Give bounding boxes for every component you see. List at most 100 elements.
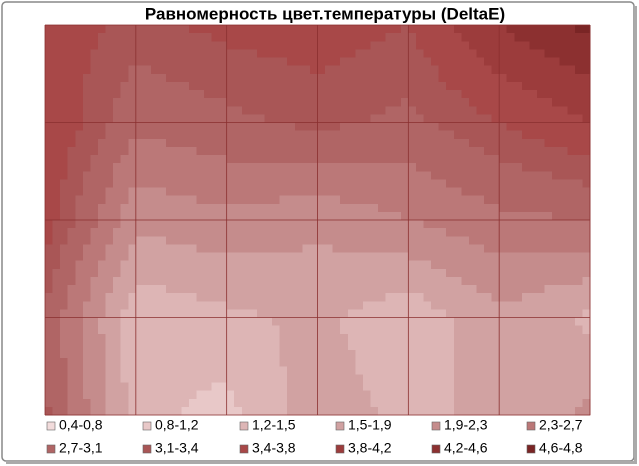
contour-cell bbox=[355, 138, 364, 148]
contour-cell bbox=[559, 187, 568, 197]
contour-cell bbox=[302, 276, 311, 286]
contour-cell bbox=[143, 260, 152, 270]
contour-cell bbox=[309, 260, 318, 270]
contour-cell bbox=[272, 57, 281, 67]
contour-cell bbox=[188, 195, 197, 205]
contour-cell bbox=[325, 187, 334, 197]
contour-cell bbox=[135, 220, 144, 229]
contour-cell bbox=[499, 252, 508, 262]
contour-cell bbox=[385, 138, 394, 148]
contour-cell bbox=[241, 374, 250, 383]
contour-cell bbox=[302, 211, 311, 221]
contour-cell bbox=[60, 57, 69, 67]
contour-cell bbox=[484, 122, 492, 132]
contour-cell bbox=[370, 49, 379, 58]
contour-cell bbox=[408, 293, 417, 302]
contour-cell bbox=[105, 366, 114, 375]
contour-cell bbox=[113, 138, 122, 148]
contour-cell bbox=[574, 25, 583, 34]
contour-cell bbox=[537, 41, 545, 50]
contour-cell bbox=[226, 171, 235, 180]
contour-cell bbox=[514, 309, 523, 318]
contour-cell bbox=[188, 203, 197, 213]
contour-cell bbox=[67, 333, 76, 343]
contour-cell bbox=[362, 390, 371, 400]
contour-cell bbox=[506, 73, 515, 83]
contour-cell bbox=[332, 260, 341, 270]
contour-cell bbox=[521, 244, 530, 253]
contour-cell bbox=[234, 358, 243, 367]
contour-cell bbox=[355, 57, 364, 67]
contour-cell bbox=[378, 350, 387, 359]
contour-cell bbox=[234, 366, 243, 375]
contour-cell bbox=[234, 203, 243, 213]
contour-cell bbox=[120, 268, 129, 278]
contour-cell bbox=[582, 171, 591, 180]
contour-cell bbox=[431, 211, 440, 221]
contour-cell bbox=[347, 195, 356, 205]
contour-cell bbox=[499, 333, 508, 343]
contour-cell bbox=[461, 358, 470, 367]
contour-cell bbox=[476, 374, 485, 383]
contour-cell bbox=[385, 317, 394, 327]
contour-cell bbox=[332, 268, 341, 278]
contour-cell bbox=[173, 106, 182, 115]
contour-cell bbox=[415, 98, 424, 107]
contour-cell bbox=[166, 98, 175, 107]
contour-cell bbox=[347, 81, 356, 91]
contour-cell bbox=[219, 73, 228, 83]
contour-cell bbox=[173, 341, 182, 351]
contour-cell bbox=[453, 90, 462, 99]
contour-cell bbox=[196, 358, 205, 367]
contour-cell bbox=[544, 301, 553, 310]
contour-cell bbox=[552, 106, 561, 115]
shadow bbox=[6, 461, 637, 464]
contour-cell bbox=[82, 260, 91, 270]
contour-cell bbox=[491, 57, 500, 67]
contour-cell bbox=[415, 187, 424, 197]
contour-cell bbox=[529, 333, 538, 343]
contour-cell bbox=[45, 155, 53, 164]
contour-cell bbox=[135, 276, 144, 286]
contour-cell bbox=[559, 130, 568, 140]
contour-cell bbox=[408, 390, 417, 400]
contour-cell bbox=[332, 276, 341, 286]
contour-cell bbox=[574, 114, 583, 123]
contour-cell bbox=[347, 57, 356, 67]
contour-cell bbox=[461, 57, 470, 67]
contour-cell bbox=[347, 285, 356, 294]
contour-cell bbox=[45, 49, 53, 58]
contour-cell bbox=[158, 325, 167, 335]
contour-cell bbox=[60, 90, 69, 99]
contour-cell bbox=[188, 260, 197, 270]
contour-cell bbox=[128, 106, 137, 115]
contour-cell bbox=[468, 65, 477, 75]
contour-cell bbox=[82, 187, 91, 197]
contour-cell bbox=[521, 171, 530, 180]
contour-cell bbox=[567, 98, 576, 107]
contour-cell bbox=[370, 114, 379, 123]
contour-cell bbox=[544, 374, 553, 383]
contour-cell bbox=[294, 57, 303, 67]
contour-cell bbox=[499, 309, 508, 318]
contour-cell bbox=[309, 98, 318, 107]
contour-cell bbox=[559, 155, 568, 164]
contour-cell bbox=[135, 317, 144, 327]
contour-cell bbox=[552, 220, 561, 229]
contour-cell bbox=[529, 138, 538, 148]
contour-cell bbox=[150, 301, 159, 310]
contour-cell bbox=[552, 187, 561, 197]
contour-cell bbox=[355, 350, 364, 359]
contour-cell bbox=[393, 25, 402, 34]
contour-cell bbox=[484, 276, 492, 286]
contour-cell bbox=[166, 211, 175, 221]
contour-cell bbox=[219, 268, 228, 278]
contour-cell bbox=[158, 228, 167, 237]
contour-cell bbox=[249, 252, 258, 262]
contour-cell bbox=[332, 406, 341, 416]
contour-cell bbox=[521, 268, 530, 278]
contour-cell bbox=[113, 374, 122, 383]
contour-cell bbox=[272, 366, 281, 375]
contour-cell bbox=[105, 211, 114, 221]
contour-cell bbox=[582, 81, 591, 91]
